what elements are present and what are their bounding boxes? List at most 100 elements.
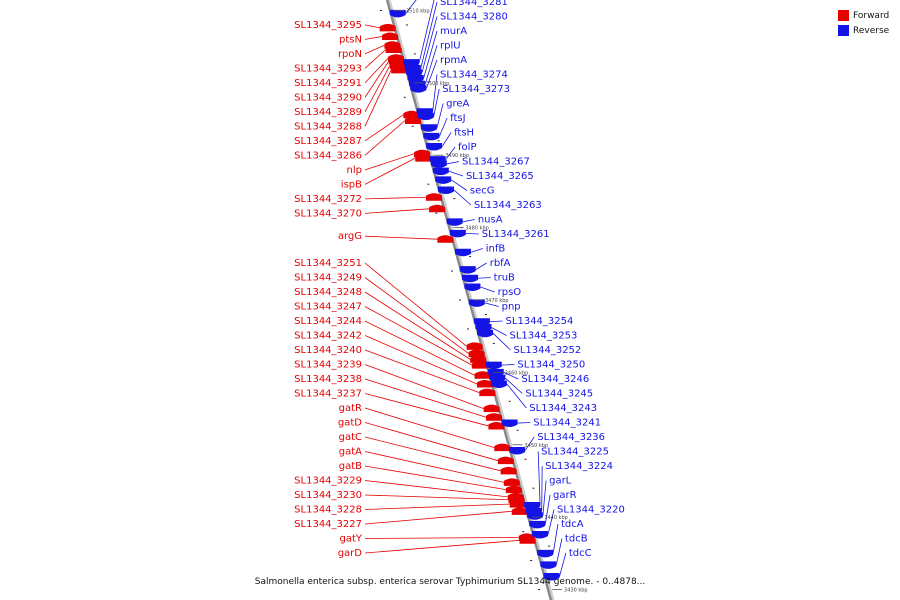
gene-feature-sl1344-3241 — [501, 419, 518, 428]
gene-feature-sl1344-3283 — [389, 9, 406, 18]
tick-label: 3460 kbp — [505, 370, 529, 376]
gene-feature-tdcb — [540, 561, 557, 569]
gene-label-sl1344-3244: SL1344_3244 — [294, 316, 362, 327]
gene-label-sl1344-3220: SL1344_3220 — [557, 505, 625, 516]
leader-sl1344-3225 — [537, 451, 541, 506]
leader-sl1344-3249 — [364, 277, 469, 354]
gene-feature-gatr — [494, 443, 511, 452]
gene-label-sl1344-3246: SL1344_3246 — [521, 374, 589, 385]
leader-sl1344-3265 — [448, 170, 464, 177]
leader-sl1344-3282 — [418, 0, 435, 63]
gene-label-rpso: rpsO — [498, 287, 522, 298]
gene-feature-sl1344-3282 — [403, 59, 420, 67]
gene-feature-sl1344-3293 — [385, 45, 402, 54]
gene-feature-sl1344-3261 — [449, 229, 466, 238]
gene-feature-argg — [437, 235, 454, 243]
leader-sl1344-3295 — [364, 24, 380, 29]
gene-label-ptsn: ptsN — [339, 34, 362, 45]
leader-rpso — [480, 286, 495, 293]
leader-sl1344-3229 — [364, 480, 508, 498]
gene-feature-sl1344-3295 — [379, 23, 396, 32]
gene-label-sl1344-3253: SL1344_3253 — [510, 331, 578, 342]
gene-feature-sl1344-3270 — [429, 204, 446, 213]
gene-label-nlp: nlp — [347, 165, 362, 176]
gene-label-sl1344-3248: SL1344_3248 — [294, 287, 362, 298]
leader-pnp — [484, 302, 499, 307]
gene-feature-sl1344-3247 — [471, 361, 488, 369]
leader-sl1344-3238 — [364, 378, 487, 418]
gene-label-sl1344-3224: SL1344_3224 — [545, 461, 613, 472]
gene-label-sl1344-3295: SL1344_3295 — [294, 20, 362, 31]
reverse-swatch — [838, 25, 849, 36]
leader-garl — [542, 480, 547, 516]
gene-label-sl1344-3263: SL1344_3263 — [474, 200, 542, 211]
legend-reverse-label: Reverse — [853, 25, 890, 36]
leader-sl1344-3239 — [364, 364, 484, 409]
leader-nlp — [364, 153, 415, 171]
leader-nusa — [462, 219, 475, 223]
gene-label-sl1344-3243: SL1344_3243 — [529, 403, 597, 414]
leader-garr — [544, 494, 551, 525]
gene-feature-gatd — [497, 456, 514, 465]
kbp-ticks: 3510 kbp 3500 kbp 3490 kbp 3480 kbp 3470 kbp… — [393, 8, 588, 594]
leader-sl1344-3270 — [364, 208, 430, 214]
tick-label: 3450 kbp — [525, 443, 549, 449]
gene-feature-sl1344-3254 — [473, 318, 490, 326]
leader-rbfa — [475, 262, 487, 270]
gene-label-sl1344-3273: SL1344_3273 — [442, 84, 510, 95]
gene-label-sl1344-3250: SL1344_3250 — [517, 360, 585, 371]
leader-sl1344-3274 — [432, 74, 438, 112]
gene-feature-sl1344-3287 — [403, 110, 420, 119]
leader-sl1344-3286 — [364, 120, 406, 156]
leader-tdca — [552, 523, 559, 554]
leader-sl1344-3248 — [364, 291, 471, 360]
gene-features — [379, 9, 560, 581]
gene-label-folp: folP — [458, 142, 476, 153]
leader-grea — [436, 103, 444, 128]
gene-feature-tdca — [537, 549, 554, 558]
legend: Forward Reverse — [838, 8, 889, 38]
leader-tdcc — [559, 552, 567, 577]
gene-feature-sl1344-3252 — [477, 329, 494, 338]
leader-sl1344-3220 — [547, 509, 555, 535]
leader-sl1344-3244 — [364, 320, 475, 376]
gene-label-sl1344-3261: SL1344_3261 — [482, 229, 550, 240]
gene-feature-rbfa — [459, 266, 476, 274]
gene-label-sl1344-3242: SL1344_3242 — [294, 331, 362, 342]
leader-sl1344-3261 — [465, 233, 479, 235]
leader-argg — [364, 235, 438, 240]
gene-label-secg: secG — [470, 186, 495, 197]
leader-sl1344-3288 — [364, 69, 392, 127]
leader-gatb — [364, 465, 506, 491]
gene-label-gatb: gatB — [339, 461, 362, 472]
gene-feature-sl1344-3220 — [532, 531, 549, 539]
gene-feature-sl1344-3239 — [483, 404, 500, 413]
gene-label-sl1344-3287: SL1344_3287 — [294, 136, 362, 147]
gene-label-sl1344-3237: SL1344_3237 — [294, 389, 362, 400]
leader-sl1344-3228 — [364, 503, 510, 510]
leader-sl1344-3246 — [503, 372, 519, 380]
leader-sl1344-3251 — [364, 262, 467, 347]
leader-sl1344-3273 — [433, 88, 440, 117]
leader-sl1344-3243 — [506, 383, 527, 409]
leader-ptsn — [364, 36, 383, 40]
gene-label-gatd: gatD — [338, 418, 362, 429]
leader-sl1344-3283 — [405, 0, 417, 14]
gene-feature-sl1344-3244 — [474, 371, 491, 379]
gene-feature-sl1344-3263 — [437, 186, 454, 194]
gene-label-sl1344-3241: SL1344_3241 — [533, 418, 601, 429]
gene-label-sl1344-3288: SL1344_3288 — [294, 121, 362, 132]
gene-feature-ftsh — [426, 143, 443, 151]
gene-label-sl1344-3281: SL1344_3281 — [440, 0, 508, 8]
leader-sl1344-3254 — [489, 320, 503, 323]
gene-feature-sl1344-3237 — [488, 421, 505, 430]
gene-feature-sl1344-3242 — [476, 379, 493, 388]
gene-label-pnp: pnp — [502, 302, 521, 313]
gene-label-mura: murA — [440, 26, 467, 37]
gene-label-garl: garL — [549, 476, 572, 487]
leader-sl1344-3280 — [421, 16, 438, 73]
gene-feature-garl — [526, 512, 543, 520]
leader-sl1344-3291 — [364, 57, 389, 84]
gene-label-ispb: ispB — [341, 179, 362, 190]
gene-feature-sl1344-3227 — [511, 507, 528, 515]
